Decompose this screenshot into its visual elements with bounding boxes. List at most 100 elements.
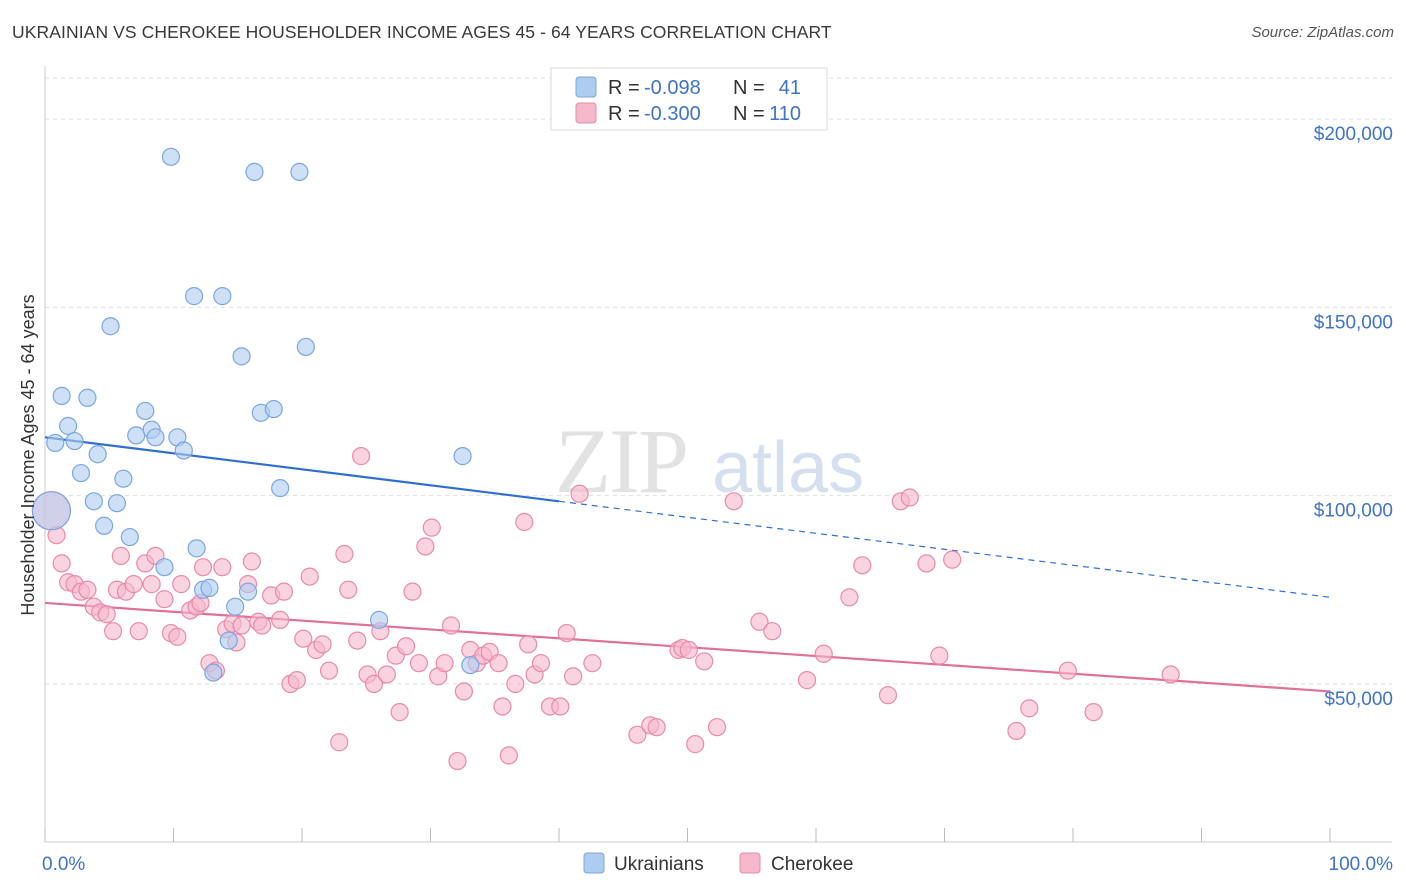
cherokee-point xyxy=(97,605,116,624)
cherokee-point xyxy=(943,550,962,569)
y-tick-label: $100,000 xyxy=(1314,501,1393,522)
ukrainians-point xyxy=(200,578,219,597)
cherokee-point xyxy=(1007,721,1026,741)
ukrainians-point xyxy=(71,463,91,483)
ukrainians-point xyxy=(187,539,206,558)
ukrainians-point xyxy=(453,447,472,466)
cherokee-point xyxy=(274,582,294,601)
ukrainians-point xyxy=(174,441,193,460)
cherokee-point xyxy=(515,512,534,532)
y-tick-label: $150,000 xyxy=(1314,312,1393,333)
cherokee-point xyxy=(330,733,349,752)
axes: 0.0% 100.0% xyxy=(42,66,1393,875)
chart-title: UKRAINIAN VS CHEROKEE HOUSEHOLDER INCOME… xyxy=(12,22,832,42)
bottom-legend-cherokee: Cherokee xyxy=(771,854,853,875)
y-tick-label: $50,000 xyxy=(1324,689,1393,710)
cherokee-point xyxy=(416,537,435,556)
cherokee-point xyxy=(814,644,833,663)
y-tick-label: $200,000 xyxy=(1314,124,1393,145)
cherokee-point xyxy=(917,554,936,573)
legend-swatch-ukrainians xyxy=(575,76,597,98)
cherokee-point xyxy=(335,544,354,564)
cherokee-point xyxy=(213,558,232,577)
ukrainians-point xyxy=(461,655,480,675)
cherokee-point xyxy=(287,671,306,690)
legend-swatch-cherokee xyxy=(575,102,597,124)
bottom-legend: Ukrainians Cherokee xyxy=(583,852,853,875)
cherokee-point xyxy=(930,646,949,665)
ukrainians-point xyxy=(155,558,174,577)
legend-box: R = -0.098 N = 41 R = -0.300 N = 110 xyxy=(550,67,828,131)
ukrainians-point xyxy=(238,582,258,601)
legend-r-label-1: R = xyxy=(608,77,640,99)
ukrainians-point xyxy=(264,399,283,419)
cherokee-point xyxy=(294,629,313,648)
cherokee-point xyxy=(242,552,261,571)
ukrainians-trend-line-extension xyxy=(558,500,1331,598)
watermark: ZIP atlas xyxy=(555,410,864,512)
cherokee-point xyxy=(348,631,367,650)
cherokee-point xyxy=(319,661,339,680)
ukrainians-point xyxy=(245,162,264,181)
cherokee-point xyxy=(695,652,714,671)
legend-n-label-2: N = xyxy=(733,103,765,125)
cherokee-point xyxy=(253,616,272,635)
ukrainians-point xyxy=(84,492,103,511)
cherokee-point xyxy=(628,725,647,744)
cherokee-point xyxy=(1084,703,1103,722)
cherokee-point xyxy=(900,488,919,507)
cherokee-point xyxy=(271,610,290,629)
cherokee-point xyxy=(454,682,474,701)
ukrainians-point xyxy=(213,287,232,306)
ukrainians-point xyxy=(219,631,238,650)
legend-r-value-2: -0.300 xyxy=(644,103,701,125)
cherokee-point xyxy=(489,654,508,673)
ukrainians-point xyxy=(107,494,127,513)
cherokee-point xyxy=(840,588,859,607)
cherokee-point xyxy=(557,623,576,643)
y-axis-title: Householder Income Ages 45 - 64 years xyxy=(18,294,38,615)
ukrainians-point xyxy=(184,287,204,306)
cherokee-point xyxy=(78,580,97,599)
cherokee-point xyxy=(506,674,525,693)
ukrainians-point xyxy=(88,445,107,464)
cherokee-point xyxy=(168,627,187,646)
cherokee-point xyxy=(853,556,872,575)
legend-r-value-1: -0.098 xyxy=(644,77,701,99)
cherokee-point xyxy=(403,582,422,601)
cherokee-point xyxy=(583,654,602,673)
cherokee-point xyxy=(1161,665,1180,684)
ukrainians-point xyxy=(114,469,133,488)
cherokee-point xyxy=(441,616,461,635)
ukrainians-point xyxy=(46,433,65,453)
cherokee-point xyxy=(155,590,174,609)
data-points xyxy=(31,147,1180,771)
ukrainians-point xyxy=(120,527,139,547)
cherokee-point xyxy=(352,447,371,466)
cherokee-point xyxy=(750,612,769,631)
cherokee-point xyxy=(232,616,251,635)
cherokee-point xyxy=(531,654,551,673)
cherokee-point xyxy=(124,575,143,594)
cherokee-point xyxy=(878,686,898,705)
cherokee-point xyxy=(396,637,416,656)
cherokee-point xyxy=(647,718,666,737)
bottom-legend-ukrainians: Ukrainians xyxy=(614,854,704,875)
cherokee-point xyxy=(300,567,319,586)
cherokee-point xyxy=(129,622,148,641)
cherokee-point xyxy=(422,518,441,537)
cherokee-point xyxy=(193,558,213,577)
cherokee-point xyxy=(1020,699,1039,718)
ukrainians-point xyxy=(52,386,71,405)
legend-n-value-2: 110 xyxy=(769,103,801,125)
ukrainians-trend-line xyxy=(44,436,560,503)
ukrainians-point xyxy=(31,491,72,531)
cherokee-point xyxy=(142,575,161,594)
ukrainians-point xyxy=(65,431,84,451)
cherokee-point xyxy=(679,640,698,660)
ukrainians-point xyxy=(146,428,165,447)
cherokee-point xyxy=(570,484,589,503)
cherokee-point xyxy=(564,667,583,686)
ukrainians-point xyxy=(296,337,315,357)
cherokee-point xyxy=(377,665,396,684)
